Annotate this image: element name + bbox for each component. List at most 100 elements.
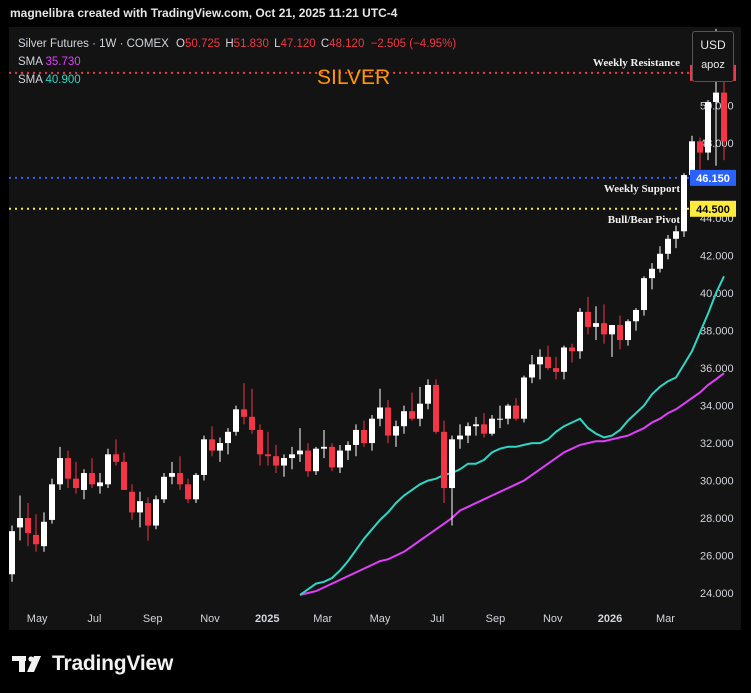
candle-body [321,446,327,449]
sma-slow-value: 35.730 [45,56,81,68]
candle-body [145,503,151,526]
y-tick-label: 26.000 [700,551,734,563]
candle-body [681,175,687,232]
x-tick-label: 2026 [598,613,622,625]
candle-body [297,450,303,455]
candle-body [393,426,399,436]
currency-selector[interactable]: USD apoz [692,31,734,82]
candle-body [529,364,535,378]
candle-body [593,323,599,327]
candle-body [265,454,271,457]
candle-body [585,311,591,327]
x-tick-label: 2025 [255,613,279,625]
level-price-tag [690,169,736,186]
candle-body [177,473,183,485]
sma-fast-line [299,275,725,596]
candle-body [425,384,431,404]
candle-body [633,310,639,322]
candle-body [385,407,391,436]
level-annotation: Bull/Bear Pivot [608,214,681,226]
x-tick-label: Nov [543,613,563,625]
candle-body [41,521,47,547]
legend-open-label: O [176,38,185,50]
candle-body [185,484,191,500]
candle-body [513,405,519,419]
candle-body [569,347,575,352]
candle-body [329,446,335,468]
x-tick-label: May [27,613,48,625]
legend: Silver Futures · 1W · COMEX O50.725 H51.… [18,35,456,89]
x-tick-label: Sep [143,613,163,625]
candle-body [449,439,455,489]
candle-body [465,426,471,436]
candle-body [625,321,631,340]
x-tick-label: Mar [656,613,675,625]
candle-body [281,458,287,466]
tradingview-logo[interactable]: TradingView [12,652,173,676]
candle-body [497,418,503,420]
legend-close-label: C [320,38,330,50]
candle-body [369,418,375,444]
candle-body [345,444,351,451]
candle-body [113,454,119,462]
legend-ohlc: Silver Futures · 1W · COMEX O50.725 H51.… [18,35,456,53]
candle-body [545,356,551,369]
candle-body [665,238,671,254]
candle-body [609,324,615,335]
y-tick-label: 34.000 [700,401,734,413]
candle-body [169,473,175,477]
level-price-label: 46.150 [696,173,730,185]
candle-body [25,518,31,534]
legend-high-label: H [225,38,234,50]
candle-body [17,518,23,528]
sma-fast-value: 40.900 [45,74,81,86]
y-tick-label: 40.000 [700,288,734,300]
candle-body [417,403,423,419]
x-tick-label: Jul [87,613,101,625]
candle-body [97,482,103,487]
candle-body [689,141,695,176]
legend-close: 48.120 [329,38,365,50]
candle-body [313,448,319,472]
candle-body [217,443,223,451]
candle-body [673,231,679,239]
candle-body [273,456,279,466]
username-label: apoz [701,59,725,71]
candle-body [641,278,647,311]
candle-body [161,476,167,500]
y-tick-label: 38.000 [700,326,734,338]
currency-label: USD [700,38,726,52]
legend-open: 50.725 [184,38,221,50]
legend-high: 51.830 [233,38,269,50]
x-tick-label: Nov [200,613,220,625]
candle-body [601,323,607,335]
candle-body [361,429,367,444]
level-annotation: Weekly Resistance [593,57,680,69]
legend-low-label: L [274,38,281,50]
legend-sma-slow[interactable]: SMA 35.730 [18,53,456,71]
candle-body [209,439,215,451]
candle-body [697,141,703,153]
candle-body [249,416,255,430]
candle-body [537,356,543,365]
candle-body [617,324,623,340]
candle-body [73,478,79,489]
candle-body [153,499,159,526]
candle-body [33,534,39,545]
candle-body [137,501,143,513]
sma-slow-label: SMA [18,56,43,68]
tradingview-wordmark: TradingView [52,652,174,675]
candle-body [57,458,63,485]
candle-body [289,454,295,459]
candle-body [553,368,559,372]
legend-sma-fast[interactable]: SMA 40.900 [18,71,456,89]
candle-body [481,424,487,434]
y-tick-label: 32.000 [700,438,734,450]
footer [0,630,751,693]
level-price-tag [690,200,736,217]
candle-body [81,473,87,490]
candle-body [257,429,263,455]
candle-body [337,450,343,468]
candle-body [409,411,415,419]
